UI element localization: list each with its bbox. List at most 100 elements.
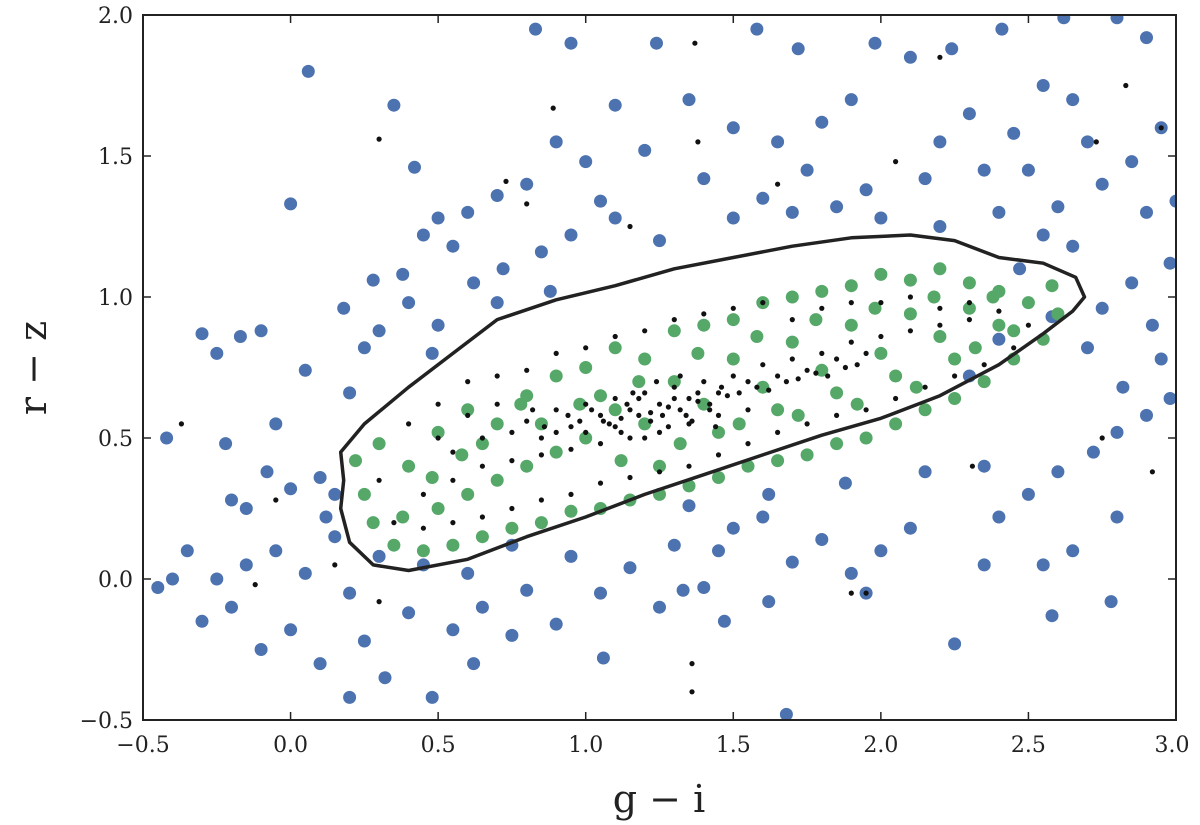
point-green-99 xyxy=(968,341,982,355)
point-black-4 xyxy=(695,139,701,145)
point-blue-77 xyxy=(726,521,740,535)
point-blue-108 xyxy=(151,581,165,594)
point-black-100 xyxy=(701,311,707,317)
point-blue-26 xyxy=(933,135,947,149)
point-green-79 xyxy=(1007,324,1021,338)
point-black-80 xyxy=(479,463,485,469)
point-blue-152 xyxy=(505,628,519,642)
point-green-42 xyxy=(475,530,489,544)
point-green-78 xyxy=(948,352,962,366)
point-green-8 xyxy=(638,352,652,366)
point-green-14 xyxy=(815,284,829,298)
point-green-22 xyxy=(1051,307,1065,321)
point-green-81 xyxy=(425,471,439,484)
point-blue-111 xyxy=(210,346,224,360)
point-black-48 xyxy=(848,339,854,345)
point-black-148 xyxy=(565,412,571,418)
point-blue-68 xyxy=(977,558,991,572)
point-black-91 xyxy=(435,401,441,407)
point-green-73 xyxy=(653,459,666,473)
point-black-98 xyxy=(642,328,648,334)
point-black-134 xyxy=(376,477,382,483)
point-blue-46 xyxy=(1021,163,1035,177)
y-tick-label-3: 1.0 xyxy=(98,286,133,311)
point-blue-36 xyxy=(520,177,534,191)
point-green-0 xyxy=(402,459,416,473)
point-black-142 xyxy=(671,395,677,402)
point-blue-160 xyxy=(918,465,932,479)
point-black-118 xyxy=(834,412,840,418)
y-axis-label: r − z xyxy=(11,321,55,415)
point-black-137 xyxy=(612,424,618,430)
point-black-72 xyxy=(783,379,790,385)
point-green-43 xyxy=(446,538,460,552)
point-blue-130 xyxy=(402,296,416,310)
point-blue-137 xyxy=(608,211,622,225)
point-blue-166 xyxy=(1013,262,1027,276)
point-black-147 xyxy=(577,418,583,424)
point-green-67 xyxy=(903,307,917,321)
point-blue-25 xyxy=(977,163,991,177)
point-black-109 xyxy=(966,300,973,306)
point-green-52 xyxy=(579,431,593,445)
point-blue-127 xyxy=(372,324,386,338)
point-blue-115 xyxy=(298,363,312,377)
point-blue-141 xyxy=(830,200,844,214)
point-green-87 xyxy=(750,330,764,343)
point-black-6 xyxy=(1123,82,1129,89)
point-black-57 xyxy=(538,435,545,441)
point-blue-30 xyxy=(726,121,740,135)
point-blue-70 xyxy=(903,521,917,535)
point-blue-112 xyxy=(233,330,247,343)
point-green-80 xyxy=(396,510,410,524)
point-blue-83 xyxy=(594,586,607,600)
point-blue-19 xyxy=(1007,126,1021,140)
point-blue-99 xyxy=(284,623,298,637)
point-blue-18 xyxy=(962,107,976,121)
point-blue-72 xyxy=(844,566,858,580)
point-black-22 xyxy=(524,201,530,207)
point-green-51 xyxy=(520,459,534,473)
point-black-105 xyxy=(848,300,854,306)
point-green-65 xyxy=(785,335,799,349)
point-blue-156 xyxy=(343,690,357,704)
point-black-27 xyxy=(494,401,500,407)
x-tick-label-5: 2.0 xyxy=(863,733,898,758)
point-blue-60 xyxy=(1051,465,1065,479)
point-blue-67 xyxy=(1104,595,1118,609)
point-black-130 xyxy=(479,514,485,520)
point-black-158 xyxy=(689,418,695,424)
point-green-25 xyxy=(977,375,991,389)
point-blue-151 xyxy=(596,651,610,665)
point-blue-114 xyxy=(269,417,283,431)
point-black-43 xyxy=(775,373,781,379)
point-green-55 xyxy=(756,380,770,394)
point-black-145 xyxy=(707,407,713,413)
point-blue-17 xyxy=(1066,93,1080,107)
point-green-3 xyxy=(490,417,504,431)
point-blue-143 xyxy=(933,220,947,233)
point-green-44 xyxy=(416,544,430,558)
point-blue-161 xyxy=(977,459,991,473)
point-blue-43 xyxy=(800,163,814,177)
point-blue-63 xyxy=(1110,510,1124,524)
plot-frame xyxy=(142,14,1177,721)
point-blue-62 xyxy=(992,510,1006,524)
point-black-86 xyxy=(656,429,663,435)
point-black-75 xyxy=(825,373,831,379)
point-black-32 xyxy=(612,395,618,402)
point-black-74 xyxy=(813,370,819,376)
point-blue-48 xyxy=(1169,194,1176,208)
point-black-60 xyxy=(606,421,612,427)
point-black-71 xyxy=(766,387,772,393)
point-green-72 xyxy=(594,389,607,403)
point-blue-119 xyxy=(260,465,274,479)
point-blue-144 xyxy=(992,205,1006,219)
y-tick-label-1: 0.0 xyxy=(98,568,133,593)
point-blue-14 xyxy=(1110,15,1124,25)
point-blue-106 xyxy=(180,544,194,558)
point-black-132 xyxy=(420,525,426,531)
point-black-128 xyxy=(538,497,545,503)
point-blue-80 xyxy=(667,538,681,552)
point-blue-74 xyxy=(815,533,829,546)
